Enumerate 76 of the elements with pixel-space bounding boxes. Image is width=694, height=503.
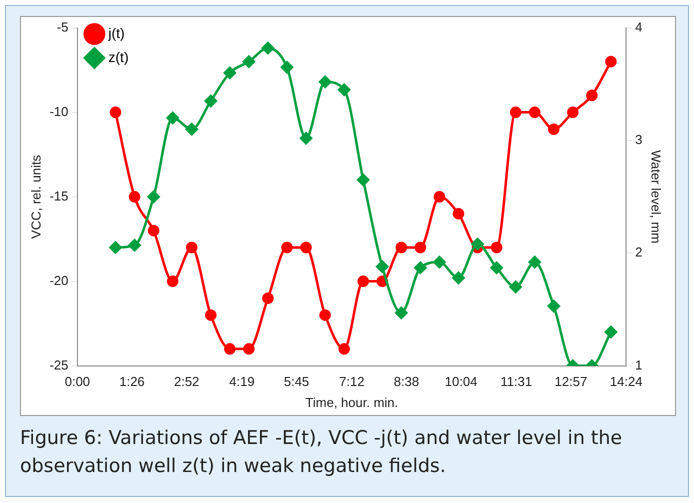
point bbox=[166, 276, 178, 288]
y-tick-label: -25 bbox=[50, 357, 68, 372]
point bbox=[490, 242, 502, 254]
point bbox=[300, 132, 312, 144]
point bbox=[586, 90, 598, 102]
legend-label: j(t) bbox=[107, 24, 125, 41]
point bbox=[128, 191, 140, 203]
x-tick-label: 0:00 bbox=[64, 374, 90, 390]
y-tick-label: -15 bbox=[50, 188, 68, 204]
point bbox=[300, 242, 312, 254]
x-tick-label: 4:19 bbox=[229, 374, 255, 390]
point bbox=[490, 262, 503, 274]
point bbox=[452, 208, 464, 220]
point bbox=[528, 256, 541, 268]
x-tick-label: 2:52 bbox=[174, 374, 200, 390]
point bbox=[262, 42, 274, 54]
x-tick-label: 14:24 bbox=[610, 374, 642, 390]
point bbox=[166, 112, 179, 124]
point bbox=[224, 343, 236, 355]
point bbox=[434, 191, 446, 203]
point bbox=[604, 326, 618, 338]
point bbox=[205, 309, 217, 321]
point bbox=[186, 242, 198, 254]
point bbox=[567, 106, 579, 118]
point bbox=[185, 122, 198, 136]
point bbox=[528, 106, 540, 118]
point bbox=[318, 76, 332, 88]
legend-label: z(t) bbox=[108, 48, 129, 65]
y2-axis-title: Water level, mm bbox=[648, 150, 664, 244]
point bbox=[471, 238, 484, 250]
point bbox=[414, 262, 427, 274]
x-tick-label: 10:04 bbox=[444, 374, 478, 390]
point bbox=[548, 300, 560, 312]
point bbox=[433, 256, 446, 268]
x-tick-label: 7:12 bbox=[339, 374, 364, 390]
point bbox=[509, 280, 522, 294]
point bbox=[357, 276, 369, 288]
point bbox=[204, 94, 218, 108]
point bbox=[243, 343, 255, 355]
point bbox=[319, 309, 331, 321]
point bbox=[356, 174, 370, 186]
point bbox=[128, 238, 141, 252]
x-tick-label: 12:57 bbox=[554, 374, 588, 390]
y-tick-label: -5 bbox=[56, 19, 68, 34]
x-tick-label: 1:26 bbox=[119, 374, 145, 390]
point bbox=[395, 306, 408, 320]
y2-tick-label: 3 bbox=[635, 132, 642, 148]
caption: Figure 6: Variations of AEF -E(t), VCC -j(t) and water level in the observation well z(t) in weak negative fields. bbox=[20, 426, 624, 479]
point bbox=[110, 106, 122, 118]
y2-tick-label: 1 bbox=[635, 357, 642, 372]
x-axis-title: Time, hour. min. bbox=[305, 394, 398, 410]
point bbox=[414, 242, 426, 254]
point bbox=[224, 66, 236, 80]
point bbox=[281, 242, 293, 254]
point bbox=[338, 343, 350, 355]
point bbox=[147, 190, 160, 204]
point bbox=[148, 224, 160, 236]
point bbox=[242, 55, 256, 68]
point bbox=[396, 242, 408, 254]
y-tick-label: -10 bbox=[50, 104, 68, 119]
point bbox=[376, 260, 389, 273]
point bbox=[548, 123, 560, 135]
y2-tick-label: 2 bbox=[635, 244, 642, 260]
y-tick-label: -20 bbox=[50, 272, 68, 288]
y2-tick-label: 4 bbox=[635, 19, 642, 34]
x-tick-label: 5:45 bbox=[284, 374, 310, 390]
x-tick-label: 8:38 bbox=[394, 374, 420, 390]
point bbox=[452, 272, 465, 284]
point bbox=[510, 106, 522, 118]
x-tick-label: 11:31 bbox=[500, 374, 532, 390]
point bbox=[109, 241, 122, 254]
point bbox=[262, 292, 274, 304]
point bbox=[280, 60, 294, 74]
y-axis-title: VCC, rel. units bbox=[28, 154, 44, 239]
point bbox=[605, 56, 617, 68]
point bbox=[338, 84, 350, 96]
